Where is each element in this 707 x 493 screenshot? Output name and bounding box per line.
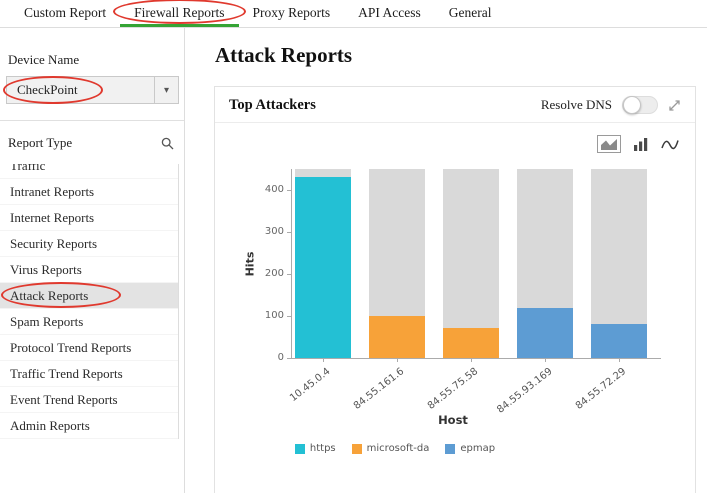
x-tick-label: 84.55.161.6 (352, 366, 407, 412)
x-tick-mark (545, 358, 546, 362)
annotation-circle-tab (113, 0, 246, 24)
sidebar-item-event-trend-reports[interactable]: Event Trend Reports (0, 387, 178, 413)
legend-label: https (309, 443, 336, 454)
legend-microsoft-da[interactable]: microsoft-da (351, 443, 430, 454)
sidebar-item-internet-reports[interactable]: Internet Reports (0, 205, 178, 231)
tab-api-access[interactable]: API Access (358, 5, 421, 20)
x-tick-label: 84.55.93.169 (495, 366, 555, 416)
y-tick-label: 300 (264, 226, 284, 237)
device-dropdown-value: CheckPoint (17, 82, 78, 97)
legend-https[interactable]: https (294, 443, 336, 454)
bar-10-45-0-4[interactable]: 10.45.0.4 (288, 169, 351, 404)
y-tick-mark (287, 358, 292, 359)
search-icon[interactable] (161, 137, 174, 150)
legend-epmap[interactable]: epmap (445, 443, 495, 454)
sidebar-item-intranet-reports[interactable]: Intranet Reports (0, 179, 178, 205)
bar-fill-https (295, 177, 351, 358)
x-tick-label: 10.45.0.4 (288, 366, 333, 405)
sidebar-item-traffic[interactable]: Traffic (0, 164, 178, 179)
resolve-dns-label: Resolve DNS (540, 97, 612, 112)
card-title: Top Attackers (229, 96, 316, 113)
x-tick-mark (471, 358, 472, 362)
chart-legend: https microsoft-da epmap (187, 443, 603, 454)
sidebar-item-traffic-trend-reports[interactable]: Traffic Trend Reports (0, 361, 178, 387)
top-navigation: Custom Report Firewall Reports Proxy Repor… (0, 0, 707, 28)
toggle-knob (623, 96, 641, 114)
x-tick-mark (397, 358, 398, 362)
sidebar-item-protocol-trend-reports[interactable]: Protocol Trend Reports (0, 335, 178, 361)
legend-label: epmap (460, 443, 496, 454)
bar-fill-epmap (517, 308, 573, 358)
legend-swatch (294, 443, 305, 454)
tab-proxy-reports[interactable]: Proxy Reports (252, 5, 331, 20)
expand-icon[interactable] (668, 99, 681, 112)
sidebar-item-virus-reports[interactable]: Virus Reports (0, 257, 178, 283)
sidebar: Device Name CheckPoint ▾ Report Type Tra… (0, 28, 185, 493)
device-name-label: Device Name (8, 52, 80, 67)
main-content: Attack Reports Top Attackers Resolve DNS (186, 28, 707, 493)
report-type-list: Traffic Intranet Reports Internet Reports S… (0, 164, 179, 439)
tab-custom-report[interactable]: Custom Report (24, 5, 107, 20)
bar-fill-epmap (591, 324, 647, 358)
sidebar-item-security-reports[interactable]: Security Reports (0, 231, 178, 257)
plot-area: Hits 0 100 200 300 400 10.45.0.4 84.55.161.6 8… (244, 169, 661, 416)
legend-label: microsoft-da (366, 443, 430, 454)
device-dropdown[interactable]: CheckPoint ▾ (3, 76, 179, 104)
tab-firewall-reports[interactable]: Firewall Reports (113, 0, 246, 27)
bars: 10.45.0.4 84.55.161.6 84.55.75.58 84.55.93.… (288, 169, 661, 416)
bar-84-55-72-29[interactable]: 84.55.72.29 (574, 169, 647, 412)
y-tick-label: 100 (264, 310, 284, 321)
bar-fill-microsoft-da (369, 316, 425, 358)
chevron-down-icon[interactable]: ▾ (154, 77, 178, 103)
x-tick-mark (323, 358, 324, 362)
y-tick-label: 400 (264, 184, 284, 195)
bar-track (443, 169, 499, 358)
annotation-circle-sidebar (1, 282, 121, 308)
y-tick-mark (287, 232, 292, 233)
resolve-dns-toggle[interactable] (622, 96, 658, 114)
x-axis-title: Host (438, 413, 468, 427)
y-tick-mark (287, 190, 292, 191)
bar-fill-microsoft-da (443, 327, 499, 358)
report-type-label: Report Type (8, 135, 73, 150)
sidebar-item-admin-reports[interactable]: Admin Reports (0, 413, 178, 439)
x-tick-label: 84.55.75.58 (426, 366, 481, 412)
card-header: Top Attackers Resolve DNS (215, 87, 695, 123)
bar-chart-icon[interactable] (633, 137, 649, 151)
top-attackers-card: Top Attackers Resolve DNS (214, 86, 696, 493)
sidebar-item-attack-reports[interactable]: Attack Reports (0, 282, 178, 309)
tab-general[interactable]: General (448, 5, 492, 20)
bar-84-55-75-58[interactable]: 84.55.75.58 (426, 169, 499, 412)
y-tick-label: 200 (264, 268, 284, 279)
bar-84-55-93-169[interactable]: 84.55.93.169 (495, 169, 573, 416)
top-attackers-chart: Hits 0 100 200 300 400 10.45.0.4 84.55.161.6 8… (215, 169, 695, 454)
sidebar-item-spam-reports[interactable]: Spam Reports (0, 309, 178, 335)
y-tick-mark (287, 316, 292, 317)
chart-type-switcher (215, 123, 695, 155)
page-title: Attack Reports (215, 43, 353, 67)
area-chart-icon[interactable] (597, 135, 621, 153)
bar-84-55-161-6[interactable]: 84.55.161.6 (352, 169, 425, 412)
y-tick-mark (287, 274, 292, 275)
y-tick-label: 0 (277, 352, 284, 363)
sidebar-divider (0, 120, 184, 121)
nav-tabs: Custom Report Firewall Reports Proxy Repor… (10, 0, 506, 27)
legend-swatch (351, 443, 362, 454)
legend-swatch (445, 443, 456, 454)
line-chart-icon[interactable] (661, 137, 679, 151)
x-tick-mark (619, 358, 620, 362)
x-tick-label: 84.55.72.29 (574, 366, 629, 412)
